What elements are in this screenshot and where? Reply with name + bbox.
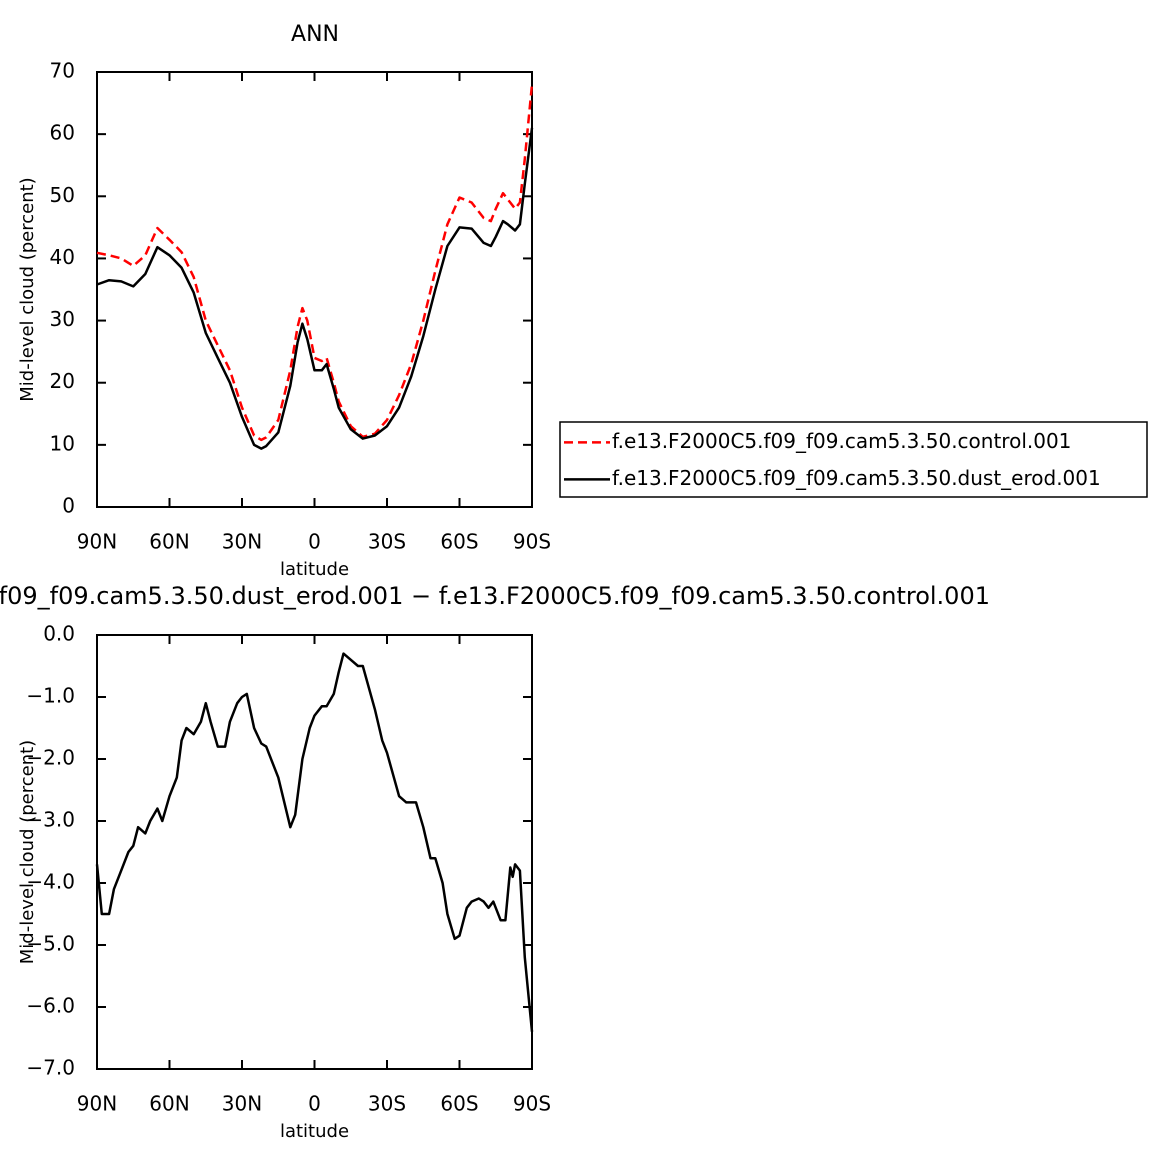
x-tick-label: 30S — [368, 530, 406, 554]
x-tick-label: 90S — [513, 1092, 551, 1116]
x-tick-label: 60S — [440, 1092, 478, 1116]
y-tick-label: 30 — [50, 307, 75, 331]
y-tick-label: −1.0 — [26, 684, 75, 708]
legend-label: f.e13.F2000C5.f09_f09.cam5.3.50.dust_ero… — [612, 466, 1101, 490]
y-tick-label: 50 — [50, 183, 75, 207]
y-tick-label: 20 — [50, 369, 75, 393]
y-tick-label: 60 — [50, 121, 75, 145]
x-tick-label: 60N — [149, 1092, 189, 1116]
chart-title: ANN — [291, 22, 339, 47]
x-tick-label: 90S — [513, 530, 551, 554]
y-tick-label: 0 — [62, 494, 75, 518]
x-tick-label: 0 — [308, 530, 321, 554]
x-tick-label: 30S — [368, 1092, 406, 1116]
data-line — [96, 127, 534, 450]
y-tick-label: 10 — [50, 431, 75, 455]
x-tick-label: 90N — [77, 530, 117, 554]
legend-frame — [559, 421, 1148, 498]
y-tick-label: −3.0 — [26, 808, 75, 832]
x-tick-label: 60S — [440, 530, 478, 554]
data-line — [95, 652, 534, 1032]
y-tick-label: −4.0 — [26, 870, 75, 894]
x-axis-label: latitude — [280, 559, 349, 580]
y-axis-label: Mid-level cloud (percent) — [17, 740, 38, 964]
chart-title: f.e13.F2000C5.f09_f09.cam5.3.50.dust_ero… — [0, 582, 990, 610]
y-tick-label: −2.0 — [26, 746, 75, 770]
x-axis-label: latitude — [280, 1121, 349, 1142]
y-tick-label: 0.0 — [43, 622, 75, 646]
x-tick-label: 60N — [149, 530, 189, 554]
legend-label: f.e13.F2000C5.f09_f09.cam5.3.50.control.… — [612, 429, 1071, 453]
plot-frame — [96, 71, 533, 508]
y-tick-label: 40 — [50, 245, 75, 269]
x-tick-label: 90N — [77, 1092, 117, 1116]
x-tick-label: 30N — [222, 1092, 262, 1116]
y-tick-label: −6.0 — [26, 994, 75, 1018]
x-tick-label: 0 — [308, 1092, 321, 1116]
plot-frame — [96, 634, 533, 1070]
legend: f.e13.F2000C5.f09_f09.cam5.3.50.control.… — [559, 421, 1148, 498]
y-tick-label: −7.0 — [26, 1056, 75, 1080]
y-axis-label: Mid-level cloud (percent) — [17, 177, 38, 401]
y-tick-label: 70 — [50, 59, 75, 83]
data-line — [96, 84, 534, 442]
x-tick-label: 30N — [222, 530, 262, 554]
y-tick-label: −5.0 — [26, 932, 75, 956]
